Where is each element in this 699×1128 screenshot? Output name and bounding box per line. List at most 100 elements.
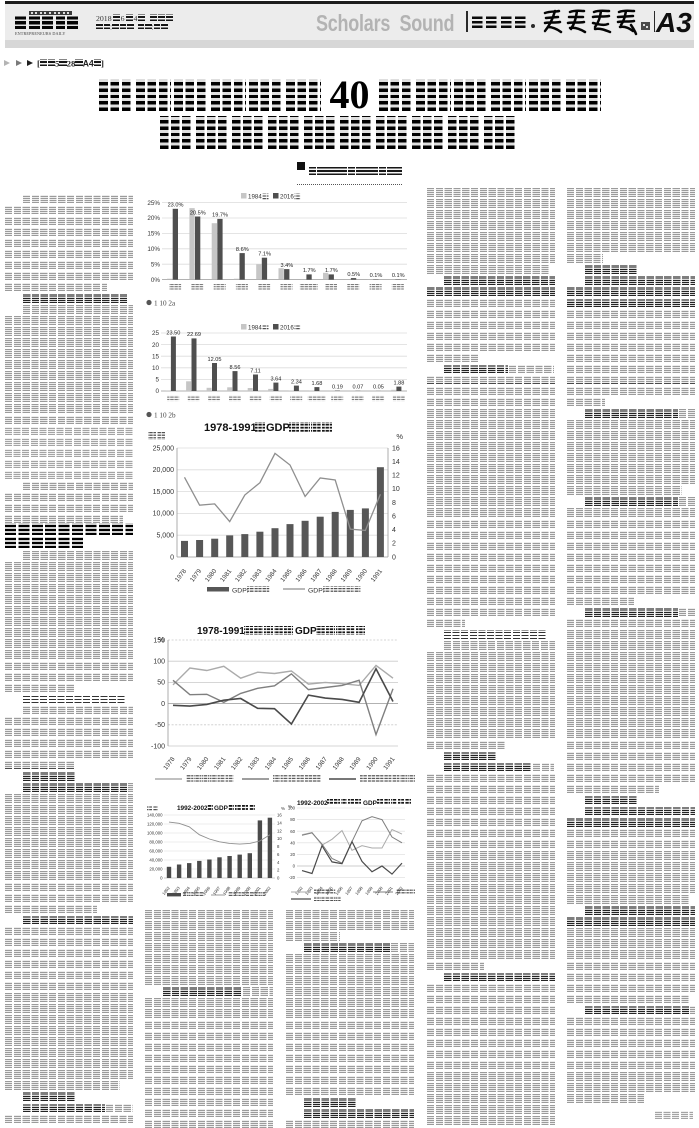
svg-text:0%: 0% (151, 277, 161, 284)
svg-text:80,000: 80,000 (149, 840, 163, 845)
svg-text:16: 16 (277, 813, 282, 818)
svg-text:25,000: 25,000 (153, 445, 175, 452)
svg-text:0: 0 (161, 701, 165, 708)
svg-text:1987: 1987 (309, 568, 324, 584)
svg-text:12: 12 (392, 473, 400, 480)
svg-text:1.68: 1.68 (311, 381, 322, 387)
svg-text:1988: 1988 (325, 568, 340, 584)
svg-text:0.1%: 0.1% (370, 273, 383, 279)
svg-text:4: 4 (277, 860, 280, 865)
svg-text:20: 20 (290, 852, 295, 857)
svg-text:20.5%: 20.5% (190, 210, 206, 216)
svg-text:100: 100 (288, 806, 296, 811)
svg-text:14: 14 (277, 821, 282, 826)
svg-text:25: 25 (152, 330, 160, 337)
svg-text:80: 80 (290, 817, 295, 822)
svg-text:1988: 1988 (332, 756, 347, 772)
svg-text:1992-2002: 1992-2002 (297, 800, 328, 807)
svg-text:8: 8 (392, 500, 396, 507)
svg-text:15%: 15% (147, 231, 160, 238)
svg-text:50: 50 (157, 680, 165, 687)
svg-text:1.7%: 1.7% (303, 268, 316, 274)
svg-text:7.1%: 7.1% (258, 252, 271, 258)
svg-text:1979: 1979 (189, 568, 204, 584)
svg-text:1985: 1985 (281, 756, 296, 772)
svg-text:0: 0 (155, 388, 159, 395)
svg-text:8: 8 (277, 844, 280, 849)
svg-text:1999: 1999 (364, 885, 374, 896)
svg-text:1 10 2a: 1 10 2a (154, 299, 176, 307)
svg-text:3.4%: 3.4% (281, 263, 294, 269)
svg-text:1982: 1982 (234, 568, 249, 584)
svg-text:3.64: 3.64 (270, 376, 281, 382)
svg-text:1986: 1986 (298, 756, 313, 772)
svg-text:1978: 1978 (174, 568, 189, 584)
svg-text:100,000: 100,000 (147, 831, 163, 836)
svg-text:1996: 1996 (334, 885, 344, 896)
svg-text:100: 100 (153, 659, 165, 666)
svg-text:23.0%: 23.0% (168, 203, 184, 209)
svg-text:1978-1991: 1978-1991 (204, 422, 257, 434)
svg-text:1984: 1984 (248, 325, 262, 332)
svg-text:0: 0 (170, 554, 174, 561)
svg-text:2016: 2016 (280, 194, 294, 201)
svg-text:0: 0 (392, 554, 396, 561)
svg-text:2: 2 (392, 541, 396, 548)
svg-text:14: 14 (392, 459, 400, 466)
svg-text:5: 5 (155, 377, 159, 384)
svg-text:1997: 1997 (344, 885, 354, 896)
svg-text:16: 16 (392, 445, 400, 452)
svg-text:1985: 1985 (279, 568, 294, 584)
svg-text:10: 10 (152, 365, 160, 372)
svg-text:%: % (396, 432, 403, 441)
svg-text:1980: 1980 (204, 568, 219, 584)
svg-text:0: 0 (160, 876, 163, 881)
svg-text:1993: 1993 (304, 885, 314, 896)
svg-text:12: 12 (277, 828, 282, 833)
svg-text:0: 0 (293, 864, 296, 869)
svg-text:1990: 1990 (365, 756, 380, 772)
svg-text:1978: 1978 (162, 756, 177, 772)
svg-text:8.56: 8.56 (230, 365, 241, 371)
svg-text:15,000: 15,000 (153, 489, 175, 496)
svg-text:%: % (281, 806, 285, 811)
svg-text:1991: 1991 (382, 756, 397, 772)
svg-text:140,000: 140,000 (147, 813, 163, 818)
svg-text:19.7%: 19.7% (212, 213, 228, 219)
svg-text:1.7%: 1.7% (325, 268, 338, 274)
svg-text:1978-1991: 1978-1991 (197, 626, 245, 637)
svg-text:1984: 1984 (264, 568, 279, 584)
svg-text:40: 40 (290, 840, 295, 845)
svg-text:-100: -100 (151, 743, 165, 750)
svg-text:GDP: GDP (295, 626, 317, 637)
svg-text:1.88: 1.88 (393, 380, 404, 386)
svg-text:1983: 1983 (247, 756, 262, 772)
svg-text:1992-2002: 1992-2002 (177, 805, 208, 812)
svg-text:7.11: 7.11 (250, 368, 260, 374)
svg-text:4: 4 (392, 527, 396, 534)
svg-text:1984: 1984 (264, 756, 279, 772)
svg-text:0: 0 (277, 876, 280, 881)
svg-text:2: 2 (277, 868, 280, 873)
svg-text:5%: 5% (151, 261, 161, 268)
svg-text:2.34: 2.34 (291, 379, 302, 385)
svg-text:10%: 10% (147, 246, 160, 253)
svg-text:20: 20 (152, 342, 160, 349)
svg-text:12.05: 12.05 (208, 357, 222, 363)
svg-text:60: 60 (290, 829, 295, 834)
svg-text:1998: 1998 (354, 885, 364, 896)
svg-text:1992: 1992 (294, 885, 304, 896)
svg-text:60,000: 60,000 (149, 849, 163, 854)
svg-text:1984: 1984 (248, 194, 262, 201)
svg-text:22.69: 22.69 (187, 332, 201, 338)
svg-text:-50: -50 (155, 722, 165, 729)
svg-text:10: 10 (392, 486, 400, 493)
svg-text:1982: 1982 (230, 756, 245, 772)
svg-text:1990: 1990 (355, 568, 370, 584)
svg-text:GDP: GDP (214, 805, 229, 812)
svg-text:1991: 1991 (370, 568, 385, 584)
svg-text:1979: 1979 (179, 756, 194, 772)
svg-text:1986: 1986 (294, 568, 309, 584)
svg-text:2016: 2016 (280, 325, 294, 332)
svg-text:1981: 1981 (219, 568, 234, 584)
